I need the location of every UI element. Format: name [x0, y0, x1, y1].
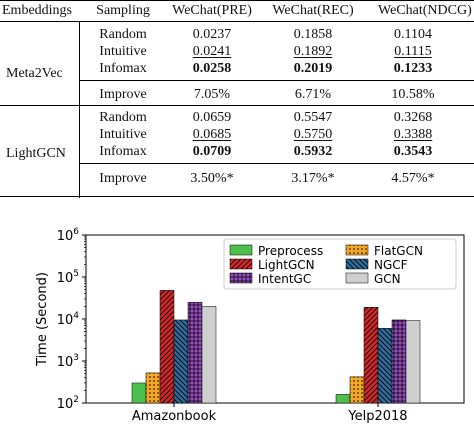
legend-label: FlatGCN: [374, 244, 423, 258]
bar: [131, 382, 147, 404]
row-pre: 0.0659: [192, 110, 232, 125]
row-rec: 0.5750: [293, 127, 333, 142]
row-sampling: Infomax: [99, 61, 147, 76]
row-sampling: Random: [99, 110, 147, 125]
row-rec: 0.5547: [293, 110, 333, 125]
group-name: Meta2Vec: [6, 66, 63, 81]
bar: [201, 306, 217, 404]
header-sampling: Sampling: [96, 3, 150, 18]
table-header-rule: [0, 21, 474, 22]
legend-swatch-hatch: [230, 273, 252, 283]
legend-label: NGCF: [374, 258, 408, 272]
y-tick-label: 103: [57, 353, 79, 370]
row-pre: 0.0237: [192, 27, 232, 42]
row-pre: 0.0258: [192, 61, 232, 76]
bar-hatch: [160, 290, 174, 403]
improve-ndcg: 4.57%*: [391, 171, 435, 186]
row-rec: 0.1858: [293, 27, 333, 42]
legend-box: [223, 238, 457, 290]
bar-hatch: [378, 328, 392, 403]
header-embeddings: Embeddings: [2, 3, 72, 18]
x-tick-label: Yelp2018: [347, 409, 407, 424]
row-ndcg: 0.3388: [393, 127, 433, 142]
improve-ndcg: 10.58%: [391, 87, 435, 102]
row-ndcg: 0.1104: [394, 27, 432, 42]
row-ndcg: 0.1115: [394, 44, 432, 59]
improve-pre: 7.05%: [193, 87, 231, 102]
header-ndcg: WeChat(NDCG): [378, 3, 472, 18]
table-top-rule: [0, 0, 474, 1]
y-tick-label: 106: [57, 227, 80, 244]
y-tick-label: 102: [57, 395, 79, 412]
row-ndcg: 0.3268: [393, 110, 433, 125]
row-rec: 0.2019: [293, 61, 333, 76]
legend-swatch: [345, 272, 369, 284]
row-pre: 0.0685: [192, 127, 232, 142]
row-sampling: Intuitive: [99, 44, 147, 59]
bar-hatch: [392, 319, 406, 403]
improve-rec: 6.71%: [294, 87, 332, 102]
legend-label: Preprocess: [258, 244, 323, 258]
improve-rule: [79, 80, 474, 81]
x-tick-label: Amazonbook: [132, 409, 217, 424]
y-tick-label: 105: [57, 269, 79, 286]
row-ndcg: 0.3543: [393, 144, 433, 159]
y-tick-label: 104: [57, 311, 80, 328]
row-rec: 0.5932: [293, 144, 333, 159]
bar-hatch: [188, 302, 202, 403]
legend-swatch-hatch: [230, 259, 252, 269]
row-sampling: Infomax: [99, 144, 147, 159]
bar-hatch: [146, 372, 160, 403]
row-ndcg: 0.1233: [393, 61, 433, 76]
bar-hatch: [350, 376, 364, 403]
row-rec: 0.1892: [293, 44, 333, 59]
results-table: Embeddings Sampling WeChat(PRE) WeChat(R…: [0, 0, 474, 198]
row-pre: 0.0241: [192, 44, 232, 59]
header-pre: WeChat(PRE): [172, 3, 252, 18]
improve-label: Improve: [99, 87, 147, 102]
header-rec: WeChat(REC): [272, 3, 354, 18]
legend-swatch-hatch: [346, 245, 368, 255]
improve-rec: 3.17%*: [291, 171, 335, 186]
legend-label: LightGCN: [258, 258, 315, 272]
legend-swatch: [229, 244, 253, 256]
bar: [405, 320, 421, 404]
group-rule: [0, 105, 474, 106]
legend-label: GCN: [374, 272, 401, 286]
table-bottom-rule: [0, 196, 474, 197]
bar-hatch: [364, 307, 378, 403]
row-sampling: Intuitive: [99, 127, 147, 142]
bar: [335, 394, 351, 404]
group-name: LightGCN: [6, 146, 66, 161]
timing-bar-chart: 102 103 104 105 106 Time (Second) Amazonbook Ye…: [0, 215, 474, 425]
row-pre: 0.0709: [192, 144, 232, 159]
improve-pre: 3.50%*: [190, 171, 234, 186]
legend-swatch-hatch: [346, 259, 368, 269]
improve-label: Improve: [99, 171, 147, 186]
row-sampling: Random: [99, 27, 147, 42]
y-axis-label: Time (Second): [35, 272, 50, 367]
legend-label: IntentGC: [258, 272, 311, 286]
bar-hatch: [174, 319, 188, 403]
table-column-divider: [79, 21, 80, 198]
improve-rule: [79, 163, 474, 164]
chart-canvas: 102 103 104 105 106 Time (Second) Amazonbook Ye…: [35, 227, 465, 424]
